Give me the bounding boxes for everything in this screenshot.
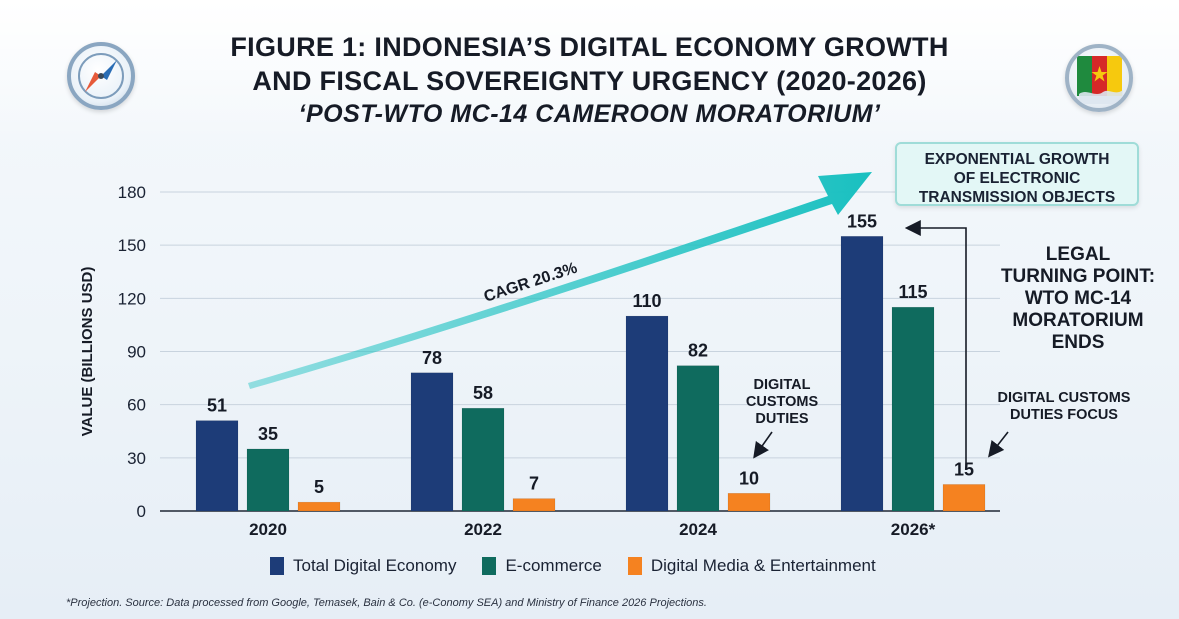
bar-value-label: 78	[422, 348, 442, 368]
legend-swatch-total	[270, 557, 284, 575]
bar-value-label: 110	[632, 291, 661, 311]
bar-e-commerce-2022	[461, 407, 505, 512]
bar-value-label: 58	[473, 383, 493, 403]
chart-legend: Total Digital Economy E-commerce Digital…	[270, 554, 902, 578]
title-line-2: AND FISCAL SOVEREIGNTY URGENCY (2020-202…	[252, 66, 927, 96]
bar-digital-media-entertainment-2026	[942, 484, 986, 512]
customs-2026-label: DUTIES FOCUS	[1010, 407, 1118, 423]
y-tick-label: 180	[118, 183, 146, 202]
legal-line: MORATORIUM	[1012, 310, 1144, 331]
customs-2026-arrow	[988, 431, 1009, 458]
legend-item-ecommerce: E-commerce	[482, 556, 602, 576]
x-tick-label: 2024	[679, 520, 717, 539]
legend-label-media: Digital Media & Entertainment	[650, 556, 876, 575]
customs-2024-label: DUTIES	[755, 411, 809, 427]
bar-e-commerce-2024	[676, 365, 720, 512]
subtitle: ‘POST-WTO MC-14 CAMEROON MORATORIUM’	[298, 100, 881, 128]
legend-swatch-ecommerce	[482, 557, 497, 575]
y-axis-title: VALUE (BILLIONS USD)	[79, 267, 96, 437]
bar-value-label: 35	[258, 424, 278, 444]
legend-swatch-media	[627, 557, 642, 575]
y-tick-label: 150	[118, 236, 146, 255]
bar-value-label: 82	[688, 341, 708, 361]
legal-line: WTO MC-14	[1024, 288, 1132, 309]
legend-item-media: Digital Media & Entertainment	[627, 556, 876, 576]
callout-line: TRANSMISSION OBJECTS	[918, 189, 1116, 206]
title-line-1: FIGURE 1: INDONESIA’S DIGITAL ECONOMY GR…	[230, 32, 949, 62]
cameroon-flag-indonesia-map-icon	[1065, 44, 1133, 112]
bar-total-digital-economy-2024	[625, 315, 669, 512]
x-tick-label: 2022	[464, 520, 502, 539]
bar-value-label: 5	[314, 477, 324, 497]
y-tick-label: 60	[127, 396, 146, 415]
bar-value-label: 115	[898, 282, 927, 302]
x-tick-label: 2020	[249, 520, 287, 539]
legal-line: ENDS	[1051, 332, 1105, 353]
y-tick-label: 90	[127, 343, 146, 362]
bar-value-label: 155	[847, 211, 877, 231]
source-footnote: *Projection. Source: Data processed from…	[66, 597, 707, 609]
y-tick-label: 30	[127, 449, 146, 468]
bar-value-label: 15	[954, 459, 974, 479]
callout-line: OF ELECTRONIC	[953, 170, 1081, 187]
bar-digital-media-entertainment-2020	[297, 501, 341, 512]
bar-value-label: 7	[529, 474, 539, 494]
y-tick-label: 0	[137, 502, 146, 521]
customs-2024-label: CUSTOMS	[746, 394, 819, 410]
legend-item-total: Total Digital Economy	[270, 556, 456, 576]
cagr-growth-arrow	[248, 172, 872, 389]
exponential-growth-callout: EXPONENTIAL GROWTH OF ELECTRONIC TRANSMI…	[895, 142, 1139, 206]
x-tick-label: 2026*	[891, 520, 936, 539]
bar-total-digital-economy-2026	[840, 236, 884, 512]
callout-line: EXPONENTIAL GROWTH	[924, 151, 1110, 168]
legal-turning-point-note: LEGAL TURNING POINT: WTO MC-14 MORATORIU…	[988, 244, 1168, 354]
bar-total-digital-economy-2020	[195, 420, 239, 512]
legal-line: LEGAL	[1045, 244, 1111, 265]
bar-digital-media-entertainment-2022	[512, 498, 556, 512]
bar-value-label: 10	[739, 468, 759, 488]
customs-2026-label: DIGITAL CUSTOMS	[998, 390, 1131, 406]
legend-label-ecommerce: E-commerce	[505, 556, 602, 575]
bar-e-commerce-2020	[246, 448, 290, 512]
legal-line: TURNING POINT:	[1000, 266, 1156, 287]
y-tick-label: 120	[118, 289, 146, 308]
bar-e-commerce-2026	[891, 306, 935, 512]
turning-point-bracket-arrow	[904, 220, 967, 470]
bar-total-digital-economy-2022	[410, 372, 454, 512]
bar-value-label: 51	[207, 396, 227, 416]
customs-2024-arrow	[753, 431, 773, 459]
compass-icon	[67, 42, 135, 110]
customs-2024-label: DIGITAL	[754, 377, 811, 393]
legend-label-total: Total Digital Economy	[293, 556, 457, 575]
bar-digital-media-entertainment-2024	[727, 493, 771, 512]
